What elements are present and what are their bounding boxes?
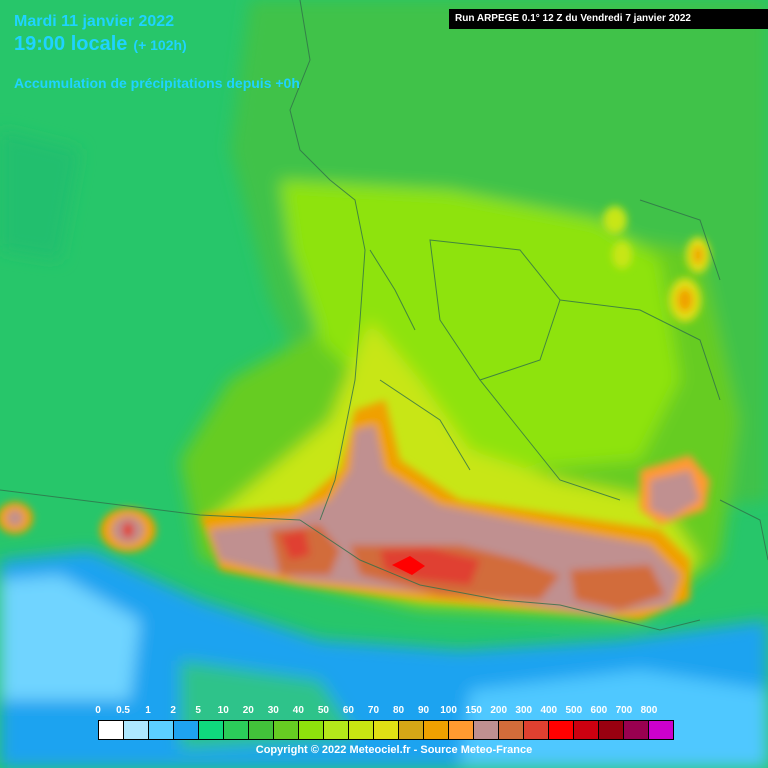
legend-swatch [524, 721, 549, 739]
legend-swatch [299, 721, 324, 739]
legend-label: 10 [217, 705, 229, 716]
forecast-time: 19:00 locale (+ 102h) [14, 33, 187, 56]
legend-label: 600 [590, 705, 608, 716]
legend-label: 20 [242, 705, 254, 716]
legend-label: 40 [292, 705, 304, 716]
legend-label: 5 [195, 705, 201, 716]
legend-label: 1 [145, 705, 151, 716]
legend-swatch [574, 721, 599, 739]
legend-label: 700 [615, 705, 633, 716]
legend-swatch [224, 721, 249, 739]
legend-label: 70 [367, 705, 380, 716]
legend-label: 0 [95, 705, 101, 716]
map-description: Accumulation de précipitations depuis +0… [14, 75, 300, 91]
gironde-estuary [369, 249, 416, 331]
legend-swatch [324, 721, 349, 739]
legend-label: 300 [515, 705, 533, 716]
legend-label: 500 [565, 705, 583, 716]
legend-swatch [374, 721, 399, 739]
legend-label: 90 [418, 705, 430, 716]
legend-label: 80 [392, 705, 405, 716]
legend-labels: 0 0.5 1 2 5 10 20 30 40 50 60 70 80 90 100 150 200 300 400… [95, 705, 674, 719]
forecast-time-label: 19:00 locale [14, 33, 128, 55]
legend-swatch [274, 721, 299, 739]
legend-swatch [174, 721, 199, 739]
forecast-date: Mardi 11 janvier 2022 [14, 13, 175, 30]
model-run-label: Run ARPEGE 0.1° 12 Z du Vendredi 7 janvi… [449, 9, 768, 29]
max-precip-core [392, 556, 425, 575]
legend-label: 0.5 [116, 705, 130, 716]
legend-swatch [549, 721, 574, 739]
legend-label: 2 [170, 705, 176, 716]
legend-swatch [199, 721, 224, 739]
legend-label: 150 [465, 705, 482, 716]
isolated-cells [0, 206, 710, 552]
legend-swatch [249, 721, 274, 739]
legend-label: 800 [640, 705, 658, 716]
legend-label: 100 [440, 705, 457, 716]
legend-swatch [474, 721, 499, 739]
legend-swatch [399, 721, 424, 739]
forecast-lead-time: (+ 102h) [133, 37, 187, 53]
legend-label: 400 [540, 705, 558, 716]
legend-swatch [149, 721, 174, 739]
legend-label: 60 [342, 705, 354, 716]
legend-swatch [124, 721, 149, 739]
precip-field-core [200, 400, 710, 620]
france-spain-border [299, 519, 701, 631]
legend-swatch [499, 721, 524, 739]
legend-swatch [449, 721, 474, 739]
legend-label: 200 [490, 705, 508, 716]
legend-swatch [649, 721, 673, 739]
legend-label: 30 [267, 705, 279, 716]
legend-swatch [624, 721, 649, 739]
legend-label: 50 [317, 705, 329, 716]
coastline [289, 0, 366, 521]
spain-north-coast [0, 489, 301, 521]
borders [0, 0, 768, 631]
legend-swatch [599, 721, 624, 739]
legend-color-bar [98, 720, 674, 740]
legend-swatch [349, 721, 374, 739]
legend-swatch [424, 721, 449, 739]
legend-swatch [99, 721, 124, 739]
copyright-notice: Copyright © 2022 Meteociel.fr - Source M… [255, 744, 533, 756]
